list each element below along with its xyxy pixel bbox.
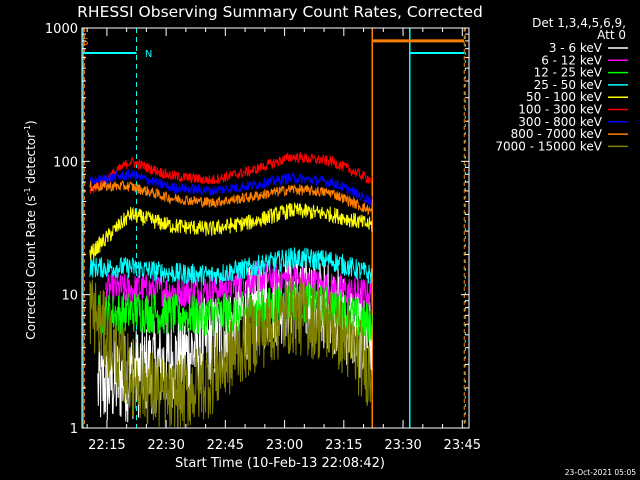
x-tick-label: 23:15 [325, 438, 362, 453]
series-line-5 [89, 151, 373, 195]
y-axis-label: Corrected Count Rate (s-1 detector-1) [23, 120, 38, 339]
legend-label: 100 - 300 keV [518, 103, 602, 117]
x-tick-label: 22:45 [207, 438, 244, 453]
x-tick-label: 23:00 [266, 438, 303, 453]
series-lines [89, 151, 373, 428]
series-line-8 [89, 277, 373, 428]
legend-header-line1: Det 1,3,4,5,6,9, [532, 16, 626, 30]
chart-title: RHESSI Observing Summary Count Rates, Co… [77, 3, 483, 21]
mode-label-n: N [145, 49, 152, 60]
legend-label: 12 - 25 keV [534, 66, 603, 80]
series-line-3 [89, 247, 373, 286]
legend-header-line2: Att 0 [597, 28, 626, 42]
y-tick-label: 1000 [45, 22, 78, 37]
x-tick-label: 22:30 [147, 438, 184, 453]
legend-label: 50 - 100 keV [526, 90, 603, 104]
mode-label-s: S [82, 37, 88, 48]
x-tick-label: 23:30 [384, 438, 421, 453]
x-tick-label: 22:15 [88, 438, 125, 453]
legend-label: 3 - 6 keV [549, 41, 603, 55]
plot-axes [81, 27, 470, 429]
legend-label: 300 - 800 keV [518, 115, 602, 129]
series-line-7 [89, 180, 373, 216]
y-tick-label: 1 [70, 422, 78, 437]
x-tick-label: 23:45 [444, 438, 481, 453]
legend-label: 7000 - 15000 keV [495, 139, 602, 153]
footer-date: 23-Oct-2021 05:05 [565, 468, 636, 477]
legend-label: 6 - 12 keV [541, 53, 603, 67]
plot-frame [81, 27, 470, 429]
y-tick-label: 10 [61, 289, 78, 304]
legend-label: 800 - 7000 keV [511, 127, 603, 141]
x-axis-ticks: 22:15 22:30 22:45 23:00 23:15 23:30 23:45 [86, 28, 481, 453]
x-axis-label: Start Time (10-Feb-13 22:08:42) [175, 456, 385, 471]
series-line-2 [97, 282, 373, 343]
y-tick-label: 100 [53, 155, 78, 170]
series-line-6 [89, 169, 373, 206]
legend-label: 25 - 50 keV [534, 78, 603, 92]
series-line-4 [89, 202, 373, 260]
y-axis-ticks: 1 10 100 1000 [45, 22, 469, 437]
